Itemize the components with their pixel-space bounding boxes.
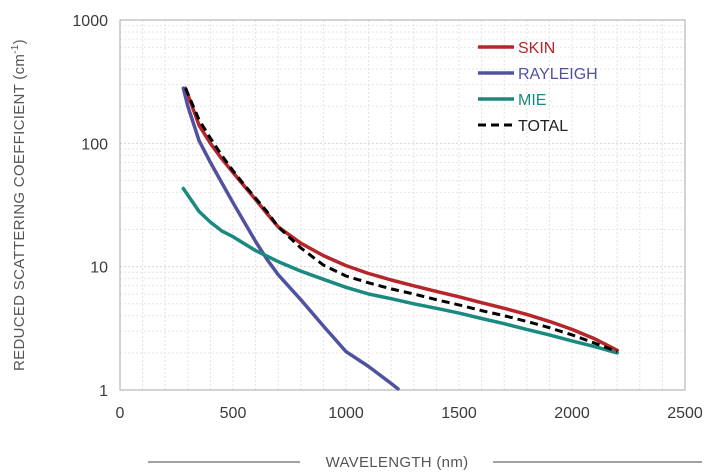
legend-label-mie: MIE [518,92,546,109]
series-line-mie [181,186,619,355]
x-tick-label: 1000 [328,405,364,422]
series-line-total [184,87,618,354]
x-axis-title: WAVELENGTH (nm) [326,454,469,471]
legend-label-total: TOTAL [518,118,568,135]
y-tick-labels: 1 10 100 1000 [72,13,108,400]
y-tick-label: 1000 [72,13,108,30]
x-tick-labels: 0 500 1000 1500 2000 2500 [116,405,703,422]
series-line-rayleigh [181,86,400,391]
y-tick-label: 1 [99,383,108,400]
series-lines [181,86,619,391]
x-tick-label: 1500 [441,405,477,422]
legend-label-skin: SKIN [518,40,555,57]
legend-label-rayleigh: RAYLEIGH [518,66,598,83]
y-tick-label: 100 [81,136,108,153]
x-tick-label: 500 [220,405,247,422]
y-axis-title-superscript: -1 [10,44,21,54]
x-tick-label: 2000 [554,405,590,422]
legend: SKIN RAYLEIGH MIE TOTAL [478,40,598,135]
y-axis-title: REDUCED SCATTERING COEFFICIENT (cm-1) [10,39,28,371]
y-tick-label: 10 [90,260,108,277]
x-tick-label: 0 [116,405,125,422]
y-axis-title-suffix: ) [11,39,28,44]
plot-frame [119,19,686,391]
y-axis-title-main: REDUCED SCATTERING COEFFICIENT (cm [11,54,28,371]
x-tick-label: 2500 [667,405,703,422]
grid [120,20,685,390]
